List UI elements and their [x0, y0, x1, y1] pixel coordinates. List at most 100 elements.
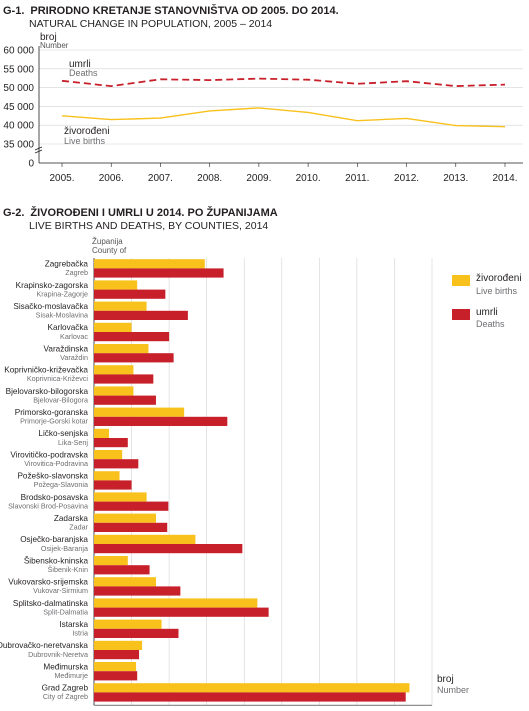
g2-category-label: Zagrebačka	[45, 260, 89, 269]
g2-bar-deaths	[94, 544, 243, 554]
g1-xtick-label: 2013.	[443, 173, 468, 184]
g1-ytick-label: 0	[28, 159, 34, 170]
g2-bar-births	[94, 683, 410, 693]
g2-category-label: Požeško-slavonska	[17, 472, 88, 481]
g2-bar-births	[94, 407, 185, 417]
g2-category-label: Međimurska	[43, 662, 88, 671]
g2-category-label-en: Dubrovnik-Neretva	[28, 650, 88, 659]
g2-category-label: Sisačko-moslavačka	[13, 302, 88, 311]
g2-category-label: Krapinsko-zagorska	[16, 281, 89, 290]
g1-series-label-births-en: Live births	[64, 136, 106, 146]
g2-category-label-en: Krapina-Zagorje	[36, 289, 88, 298]
g1-xtick-label: 2008.	[197, 173, 222, 184]
g1-ytick-label: 35 000	[3, 140, 34, 151]
g2-bar-deaths	[94, 480, 132, 490]
g2-xlabel-en: Number	[437, 685, 469, 695]
g2-bar-deaths	[94, 607, 269, 617]
g2-bar-births	[94, 619, 162, 629]
g2-category-label: Primorsko-goranska	[15, 408, 89, 417]
g2-legend-births: živorođeni	[476, 273, 522, 284]
g1-y-axis: 0 35 000 40 000 45 000 50 000 55 000 60 000	[3, 46, 40, 170]
g2-legend: živorođeni Live births umrli Deaths	[452, 273, 522, 329]
g2-bar-births	[94, 640, 143, 650]
g2-bar-births	[94, 513, 156, 523]
g2-bar-deaths	[94, 628, 179, 638]
g2-category-label: Karlovačka	[47, 323, 88, 332]
g1-series-lines	[61, 77, 506, 128]
g2-bar-births	[94, 556, 128, 566]
g2-bar-births	[94, 662, 137, 672]
g2-category-label: Brodsko-posavska	[21, 493, 89, 502]
g2-category-label: Bjelovarsko-bilogorska	[6, 387, 89, 396]
g1-series-label-deaths-en: Deaths	[69, 68, 98, 78]
g2-bar-births	[94, 471, 120, 481]
g2-category-label-en: Virovitica-Podravina	[24, 459, 88, 468]
g2-category-label: Splitsko-dalmatinska	[13, 599, 89, 608]
g2-category-label-en: Lika-Senj	[58, 438, 88, 447]
g2-category-label-en: Šibenik-Knin	[48, 565, 88, 574]
g2-bar-deaths	[94, 332, 170, 342]
g2-bar-deaths	[94, 522, 168, 532]
g2-bar-deaths	[94, 671, 138, 681]
g1-id: G-1.	[3, 5, 24, 17]
g2-bar-deaths	[94, 438, 128, 448]
g2-category-label-en: Zadar	[69, 523, 88, 532]
g2-bar-births	[94, 259, 205, 269]
g2-bar-births	[94, 428, 110, 438]
g2-bar-births	[94, 450, 123, 460]
g2-bar-deaths	[94, 395, 156, 405]
g1-ytick-label: 40 000	[3, 121, 34, 132]
g2-bar-deaths	[94, 374, 154, 384]
g2-xlabel: broj	[437, 674, 454, 685]
g2-category-label: Varaždinska	[44, 344, 89, 353]
g2-category-label-en: City of Zagreb	[43, 692, 88, 701]
g2-category-label: Vukovarsko-srijemska	[8, 578, 88, 587]
g1-title: G-1. PRIRODNO KRETANJE STANOVNIŠTVA OD 20…	[3, 4, 339, 17]
g2-bar-births	[94, 280, 138, 290]
g2-category-label: Grad Zagreb	[42, 684, 89, 693]
g2-bar-deaths	[94, 501, 169, 511]
g1-xtick-label: 2007.	[148, 173, 173, 184]
g2-category-label-en: Varaždin	[60, 353, 88, 362]
g2-category-label-en: Split-Dalmatia	[43, 607, 88, 616]
g1-ytick-label: 45 000	[3, 102, 34, 113]
g2-bar-births	[94, 322, 132, 332]
g1-xtick-label: 2011.	[345, 173, 369, 184]
g2-bar-births	[94, 344, 149, 354]
g2-category-label: Dubrovačko-neretvanska	[0, 641, 88, 650]
g2-bar-deaths	[94, 586, 181, 596]
g2-bar-deaths	[94, 459, 139, 469]
g2-category-label: Virovitičko-podravska	[10, 450, 88, 459]
g2-category-label-en: Istria	[72, 629, 88, 638]
g2-bars	[94, 259, 410, 702]
g1-series-line-births	[61, 107, 506, 128]
g2-category-label-en: Osijek-Baranja	[41, 544, 88, 553]
g1-gridlines	[39, 49, 523, 164]
g1-x-axis: 2005. 2006. 2007. 2008. 2009. 2010. 2011. 2012.…	[49, 163, 518, 184]
g1-series-line-deaths	[61, 77, 506, 88]
g2-category-label-en: Slavonski Brod-Posavina	[8, 501, 88, 510]
g2-title-text: ŽIVOROĐENI I UMRLI U 2014. PO ŽUPANIJAMA	[30, 206, 277, 219]
g2-legend-swatch-deaths	[452, 309, 470, 320]
g2-category-label: Osječko-baranjska	[20, 535, 88, 544]
g1-xtick-label: 2012.	[394, 173, 419, 184]
g2-bar-deaths	[94, 353, 174, 363]
g2-legend-births-en: Live births	[476, 286, 518, 296]
g2-category-label-en: Bjelovar-Bilogora	[33, 395, 88, 404]
g1-title-text: PRIRODNO KRETANJE STANOVNIŠTVA OD 2005. …	[30, 4, 338, 17]
g1-xtick-label: 2006.	[99, 173, 124, 184]
g2-bar-deaths	[94, 650, 140, 660]
g2-bar-births	[94, 386, 134, 396]
g2-bar-deaths	[94, 692, 406, 702]
g2-category-label: Ličko-senjska	[38, 429, 88, 438]
g2-category-label: Istarska	[59, 620, 88, 629]
g2-bar-births	[94, 365, 134, 375]
g2-ylabel: Županija	[92, 237, 123, 246]
g1-series-label-deaths: umrli	[69, 59, 91, 70]
g1-ytick-label: 55 000	[3, 64, 34, 75]
g1-series-label-births: živorođeni	[64, 126, 110, 137]
g2-category-label: Šibensko-kninska	[24, 555, 89, 565]
